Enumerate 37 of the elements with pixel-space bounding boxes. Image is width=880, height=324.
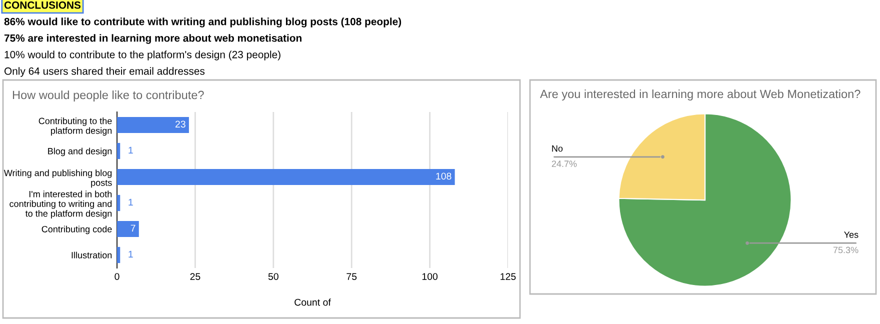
y-tick-label: Contributing to the platform design — [38, 118, 112, 136]
x-tick-label: 100 — [422, 273, 438, 280]
bar — [117, 116, 189, 134]
slice-label: Yes — [844, 232, 858, 238]
y-tick-label: Blog and design — [48, 148, 112, 156]
text: 10% would to contribute to the platform's design (23 people) — [4, 50, 280, 60]
x-tick-label: 125 — [500, 273, 516, 280]
bar — [117, 142, 120, 160]
data-label: 75.3% — [833, 246, 858, 254]
text: Only 64 users shared their email addresses — [4, 67, 205, 77]
chart-title: Are you interested in learning more about Web Monetization? — [540, 90, 860, 100]
text: CONCLUSIONS — [4, 1, 81, 9]
x-tick-label: 0 — [114, 273, 120, 280]
y-tick-label: Writing and publishing blog posts — [4, 170, 112, 188]
data-label: 1 — [128, 146, 133, 154]
chart-title: How would people like to contribute? — [12, 90, 204, 102]
text: 86% would like to contribute with writing and publishing blog posts (108 people) — [4, 18, 402, 28]
text: 75% are interested in learning more about web monetisation — [4, 34, 302, 44]
x-tick-label: 75 — [346, 273, 357, 280]
bar — [117, 194, 120, 212]
data-label: 1 — [128, 250, 133, 258]
x-tick-label: 50 — [268, 273, 278, 280]
y-tick-label: Illustration — [72, 252, 112, 258]
y-tick-label: I'm interested in both contributing to writing and to the platform design — [10, 190, 112, 219]
bar — [117, 246, 120, 264]
data-label: 1 — [128, 198, 133, 206]
bar — [117, 220, 139, 238]
pie-slice — [618, 113, 792, 287]
data-label: 7 — [130, 224, 136, 232]
data-label: 23 — [175, 120, 186, 128]
x-axis-title: Count of — [294, 298, 331, 306]
data-label: 24.7% — [552, 160, 577, 167]
bar — [117, 168, 455, 186]
x-tick-label: 25 — [190, 273, 200, 280]
data-label: 108 — [436, 172, 452, 180]
slice-label: No — [552, 145, 563, 152]
y-tick-label: Contributing code — [42, 226, 112, 234]
